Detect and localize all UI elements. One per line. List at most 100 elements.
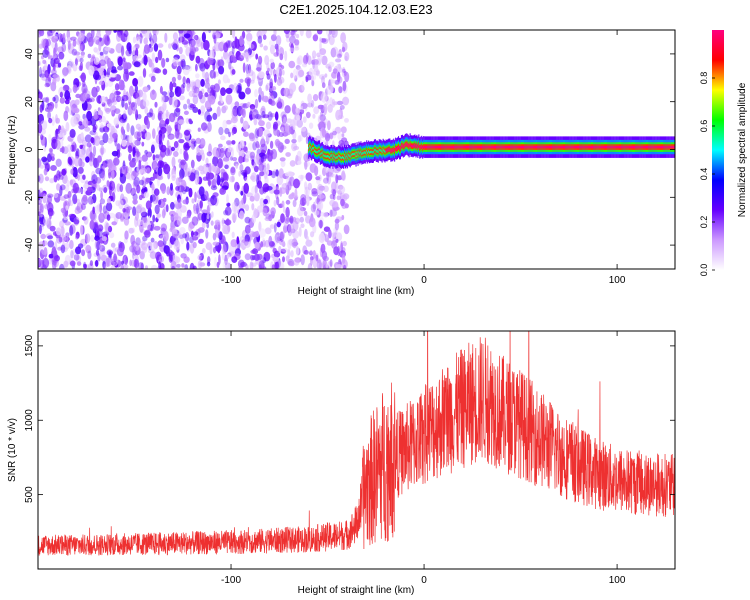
signal-band-cell (582, 145, 584, 149)
spectrogram-cell (177, 185, 185, 193)
spectrogram-cell (342, 80, 347, 92)
signal-band-cell (426, 145, 428, 149)
signal-band-cell (642, 145, 644, 149)
spectrogram-cell (262, 207, 268, 217)
spectrogram-cell (292, 241, 299, 246)
spectrogram-cell (250, 41, 257, 51)
signal-band-cell (541, 145, 543, 149)
signal-band-cell (510, 145, 512, 149)
spectrogram-cell (202, 68, 205, 79)
signal-band-cell (659, 145, 661, 149)
signal-band-cell (318, 149, 320, 153)
spectrogram-cell (169, 81, 173, 92)
signal-band-cell (424, 145, 426, 149)
signal-band-cell (648, 145, 650, 149)
spectrogram-cell (216, 106, 221, 117)
spectrogram-cell (98, 80, 105, 86)
spectrogram-cell (79, 144, 83, 150)
spectrogram-cell (121, 45, 125, 57)
spectrogram-cell (110, 69, 118, 74)
signal-band-cell (505, 145, 507, 149)
spectrogram-cell (75, 148, 80, 159)
spectrogram-cell (266, 149, 274, 156)
spectrogram-cell (243, 131, 249, 137)
spectrogram-cell (252, 161, 256, 169)
spectrogram-cell (41, 246, 48, 256)
spectrogram-cell (79, 74, 86, 79)
spectrogram-cell (307, 182, 313, 191)
spectrogram-cell (156, 175, 164, 181)
spectrogram-cell (132, 46, 137, 51)
signal-band-cell (572, 145, 574, 149)
signal-band-cell (441, 145, 443, 149)
spectrogram-cell (178, 30, 184, 34)
spectrogram-cell (132, 206, 137, 217)
spectrogram-cell (157, 240, 164, 248)
spectrogram-cell (79, 57, 84, 63)
spectrogram-cell (289, 160, 296, 167)
signal-band-cell (577, 145, 579, 149)
spectrogram-cell (98, 117, 103, 123)
spectrogram-cell (303, 153, 310, 162)
spectrogram-cell (332, 189, 336, 197)
spectrogram-cell (97, 67, 105, 73)
spectrogram-cell (337, 132, 343, 140)
spectrogram-cell (113, 30, 117, 33)
spectrogram-cell (157, 166, 163, 177)
colorbar-gradient (712, 30, 724, 270)
spectrogram-cell (153, 30, 159, 36)
spectrogram-cell (260, 154, 264, 163)
signal-band-cell (640, 145, 642, 149)
spectrogram-cell (102, 260, 106, 269)
signal-band-cell (423, 145, 425, 149)
spectrogram-cell (213, 71, 216, 79)
spectrogram-cell (281, 69, 285, 76)
signal-band-cell (527, 145, 529, 149)
spectrogram-cell (337, 114, 344, 120)
spectrogram-cell (194, 79, 201, 89)
spectrogram-cell (105, 222, 110, 234)
spectrogram-cell (276, 101, 283, 109)
spectrogram-cell (246, 101, 251, 108)
signal-band-cell (673, 145, 675, 149)
spectrogram-cell (296, 57, 301, 66)
signal-band-cell (634, 145, 636, 149)
spectrogram-cell (134, 84, 138, 93)
spectrogram-cell (179, 227, 186, 234)
spectrogram-cell (129, 103, 133, 115)
spectrogram-cell (104, 35, 110, 46)
spectrogram-cell (75, 231, 80, 239)
spectrogram-cell (122, 57, 126, 62)
spectrogram-cell (171, 76, 176, 83)
spectrogram-cell (157, 43, 164, 48)
spectrogram-cell (72, 166, 78, 178)
spectrogram-cell (43, 119, 48, 130)
spectrogram-cell (40, 69, 45, 77)
signal-band-cell (325, 155, 327, 158)
signal-band-cell (512, 145, 514, 149)
spectrogram-cell (180, 84, 185, 95)
spectrogram-cell (87, 196, 94, 205)
signal-band-cell (465, 145, 467, 149)
signal-band-cell (385, 149, 387, 152)
spectrogram-cell (201, 212, 207, 223)
spectrogram-cell (200, 78, 205, 87)
spectrogram-cell (332, 130, 337, 136)
spectrogram-cell (222, 119, 228, 130)
spectrogram-cell (247, 63, 252, 74)
signal-band-cell (631, 145, 633, 149)
spectrogram-cell (178, 139, 185, 144)
spectrogram-cell (141, 246, 148, 254)
signal-band-cell (351, 153, 353, 156)
spectrogram-cell (257, 115, 263, 121)
signal-band-cell (617, 145, 619, 149)
spectrogram-cell (117, 30, 123, 36)
spectrogram-cell (149, 251, 157, 259)
spectrogram-cell (225, 55, 231, 64)
spectrogram-cell (60, 244, 66, 254)
spectrogram-cell (271, 86, 277, 91)
spectrogram-cell (84, 264, 87, 269)
spectrogram-cell (165, 204, 169, 213)
spectrogram-cell (251, 231, 257, 238)
spectrogram-cell (57, 62, 62, 68)
